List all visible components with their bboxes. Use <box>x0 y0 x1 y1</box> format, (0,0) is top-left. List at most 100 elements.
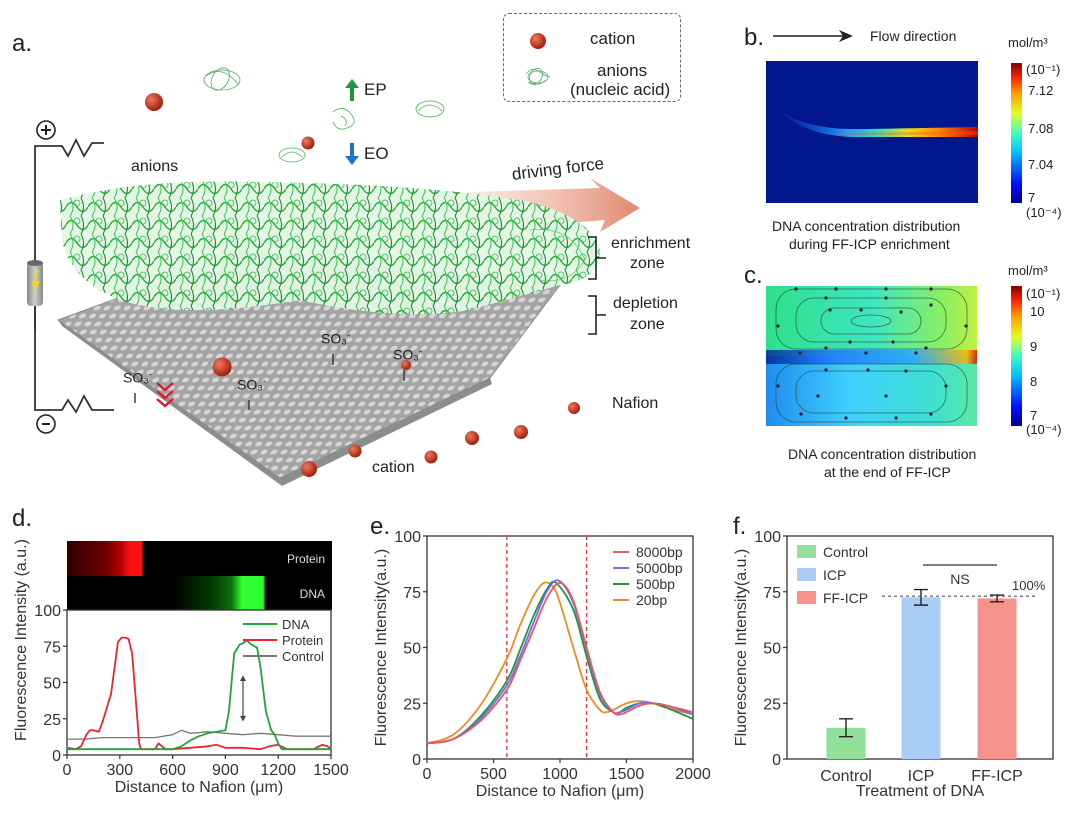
ep-label: EP <box>364 80 387 99</box>
so3-label-3: SO₃- <box>321 330 350 347</box>
y-axis-label: Fluorescence Intensity(a.u.) <box>733 549 750 746</box>
colorbar-c-tick: 10 <box>1030 304 1045 319</box>
enrichment-schematic <box>27 67 640 486</box>
legend-label-500bp: 500bp <box>636 576 675 592</box>
colorbar-b-scale-bottom: (10⁻⁴) <box>1026 205 1062 220</box>
legend-label-icp: ICP <box>823 567 846 583</box>
y-axis-label: Fluorescence Intensity (a.u.) <box>13 539 30 741</box>
colorbar-c-unit: mol/m³ <box>1008 263 1048 278</box>
colorbar-c-tick: 8 <box>1030 374 1038 389</box>
x-tick-label: 1500 <box>313 762 349 779</box>
x-tick-label: 2000 <box>675 766 711 783</box>
legend-label-ff-icp: FF-ICP <box>823 590 868 606</box>
enrichment-bracket <box>588 236 606 280</box>
legend-label-20bp: 20bp <box>636 592 667 608</box>
legend-cation-icon <box>530 33 546 49</box>
y-tick-label: 100 <box>754 529 781 546</box>
legend-anions-label: anions <box>597 61 648 80</box>
series-line-20bp <box>426 581 694 745</box>
x-tick-label: 0 <box>63 762 72 779</box>
y-axis-label: Fluorescence Intensity(a.u.) <box>373 549 390 746</box>
ep-arrow-icon <box>345 79 359 101</box>
legend-swatch-control <box>797 545 816 558</box>
panel-a-legend <box>503 13 681 102</box>
legend-swatch-ff-icp <box>797 591 816 604</box>
protein-image <box>67 541 332 576</box>
colorbar-b-tick: 7.08 <box>1028 121 1054 136</box>
eo-arrow-icon <box>345 143 359 165</box>
enrichment-zone-label: enrichment <box>611 235 691 252</box>
x-tick-label: 1500 <box>609 766 645 783</box>
x-axis-label: Treatment of DNA <box>856 783 985 800</box>
circuit <box>34 137 114 414</box>
y-tick-label: 25 <box>403 696 421 713</box>
heatmap-end-state <box>766 286 977 426</box>
legend-label-5000bp: 5000bp <box>636 560 683 576</box>
panel-b-caption: DNA concentration distribution <box>772 218 961 234</box>
error-bar-control <box>839 718 853 738</box>
legend-label-dna: DNA <box>282 617 310 632</box>
panel-c-caption: DNA concentration distribution <box>788 446 977 462</box>
anions-label: anions <box>131 158 179 175</box>
chart-d: 0 25 50 75 100 0 300 600 900 1200 1500 Distance to … <box>13 539 349 796</box>
y-tick-label: 75 <box>763 585 781 602</box>
downward-chevrons-icon <box>156 382 174 408</box>
dna-image <box>67 576 332 610</box>
y-tick-label: 0 <box>772 752 781 769</box>
colorbar-c-scale-top: (10⁻¹) <box>1026 286 1061 301</box>
colorbar-b <box>1011 63 1022 203</box>
colorbar-b-tick: 7.04 <box>1028 157 1054 172</box>
colorbar-b-scale-top: (10⁻¹) <box>1026 62 1061 77</box>
heatmap-enrichment <box>766 61 978 203</box>
x-tick-label: 1000 <box>542 766 578 783</box>
so3-label-4: SO₃- <box>393 346 422 363</box>
enrichment-zone-sublabel: zone <box>630 255 665 272</box>
y-tick-label: 50 <box>403 641 421 658</box>
free-anion-icons <box>203 67 445 163</box>
colorbar-c <box>1011 286 1022 426</box>
cation-label: cation <box>372 459 415 476</box>
legend-cation-label: cation <box>590 29 636 48</box>
x-tick-label: 500 <box>480 766 507 783</box>
series-line-dna <box>67 639 331 751</box>
y-tick-label: 0 <box>52 748 61 765</box>
legend-label-control: Control <box>823 544 868 560</box>
y-tick-label: 50 <box>43 676 61 693</box>
y-tick-label: 0 <box>412 752 421 769</box>
bar-icp <box>901 597 941 759</box>
legend-anion-icon <box>525 68 551 85</box>
panel-c-caption-2: at the end of FF-ICP <box>824 464 951 480</box>
flow-direction-label: Flow direction <box>870 28 957 44</box>
panel-c-label: c. <box>744 262 763 289</box>
so3-label-1: SO₃- <box>123 369 152 386</box>
battery-icon <box>27 260 43 306</box>
minus-terminal-icon <box>36 414 56 434</box>
error-bar-icp <box>914 588 928 606</box>
series-line-8000bp <box>426 581 694 745</box>
fluorescence-image-strip: Protein DNA <box>67 541 332 610</box>
y-tick-label: 25 <box>43 712 61 729</box>
panel-e-label: e. <box>370 513 391 540</box>
colorbar-c-tick: 9 <box>1030 339 1038 354</box>
eo-label: EO <box>364 144 389 163</box>
x-tick-label: FF-ICP <box>971 768 1023 785</box>
legend-label-control: Control <box>282 649 324 664</box>
panel-d-label: d. <box>12 505 33 532</box>
depletion-zone-label: depletion <box>613 295 678 312</box>
significance-label: NS <box>950 571 969 587</box>
x-tick-label: ICP <box>908 768 935 785</box>
y-tick-label: 75 <box>43 639 61 656</box>
panel-b-label: b. <box>744 24 765 51</box>
y-tick-label: 75 <box>403 585 421 602</box>
x-tick-label: Control <box>820 768 872 785</box>
legend-anions-sublabel: (nucleic acid) <box>570 80 671 99</box>
bar-ff-icp <box>977 598 1017 759</box>
reference-line-label: 100% <box>1012 578 1046 593</box>
x-axis-label: Distance to Nafion (μm) <box>476 783 644 800</box>
legend-swatch-icp <box>797 568 816 581</box>
x-axis-label: Distance to Nafion (μm) <box>115 779 283 796</box>
chart-f: 0 25 50 75 100 Treatment of DNA Fluorescence I… <box>733 529 1054 800</box>
depletion-bracket <box>588 295 606 335</box>
y-tick-label: 100 <box>394 529 421 546</box>
